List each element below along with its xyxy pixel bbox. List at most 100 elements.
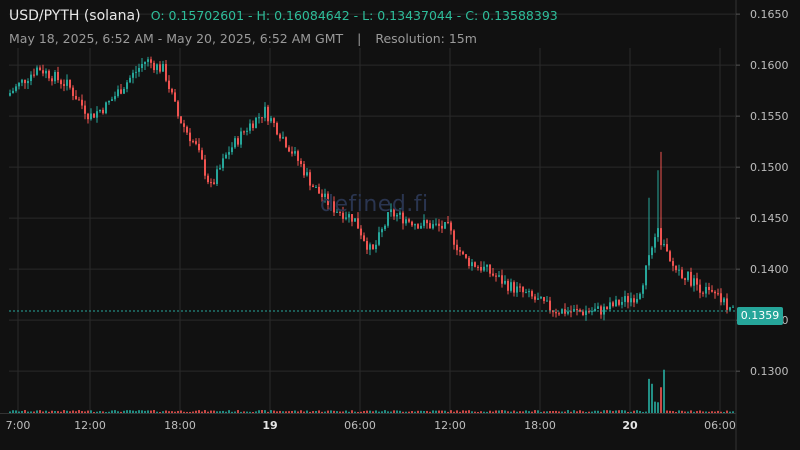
volume-bar <box>471 411 473 413</box>
volume-bar <box>156 411 158 413</box>
x-tick-label: 12:00 <box>74 419 106 432</box>
candle-body <box>699 284 701 293</box>
x-tick-label: 18:00 <box>524 419 556 432</box>
volume-bar <box>408 411 410 413</box>
volume-bar <box>78 410 80 413</box>
candle-body <box>189 132 191 142</box>
volume-bar <box>366 410 368 413</box>
candle-body <box>666 244 668 252</box>
candle-body <box>600 306 602 315</box>
volume-bar <box>51 410 53 413</box>
candle-body <box>288 147 290 152</box>
candle-body <box>33 74 35 76</box>
candle-body <box>471 262 473 267</box>
candle-body <box>465 254 467 258</box>
volume-bar <box>414 411 416 413</box>
candle-body <box>120 89 122 94</box>
candle-body <box>75 95 77 100</box>
volume-bar <box>711 411 713 413</box>
candle-body <box>630 298 632 303</box>
volume-bar <box>369 410 371 413</box>
volume-bar <box>378 411 380 413</box>
candle-body <box>18 82 20 87</box>
candle-body <box>681 269 683 279</box>
candle-body <box>393 209 395 217</box>
volume-bar <box>33 411 35 413</box>
candle-body <box>99 109 101 112</box>
volume-bar <box>216 411 218 413</box>
candle-body <box>660 228 662 246</box>
volume-bar <box>411 411 413 413</box>
candle-body <box>315 186 317 188</box>
candle-body <box>183 123 185 127</box>
volume-bar <box>603 410 605 413</box>
candle-body <box>549 300 551 311</box>
candle-body <box>474 262 476 267</box>
candle-body <box>135 71 137 73</box>
candle-body <box>555 312 557 314</box>
candle-body <box>723 298 725 303</box>
volume-bar <box>30 411 32 413</box>
candle-body <box>372 244 374 250</box>
candle-body <box>594 308 596 312</box>
candle-body <box>693 278 695 286</box>
candle-body <box>534 296 536 300</box>
candle-body <box>246 130 248 132</box>
volume-bar <box>261 410 263 413</box>
volume-bar <box>42 411 44 413</box>
volume-bar <box>729 411 731 413</box>
candle-body <box>207 175 209 183</box>
candle-body <box>729 307 731 310</box>
y-tick-label: 0.1650 <box>750 8 789 21</box>
candle-body <box>576 309 578 311</box>
candle-body <box>732 306 734 308</box>
volume-bar <box>396 410 398 413</box>
resolution: Resolution: 15m <box>375 31 477 46</box>
candle-body <box>132 72 134 78</box>
candle-body <box>177 101 179 117</box>
volume-bar <box>702 411 704 413</box>
candle-body <box>192 141 194 143</box>
candle-body <box>306 172 308 176</box>
candle-body <box>267 106 269 122</box>
candle-body <box>210 182 212 184</box>
y-tick-label: 0.1300 <box>750 365 789 378</box>
volume-bar <box>234 411 236 413</box>
candle-body <box>378 232 380 245</box>
candle-body <box>129 77 131 83</box>
volume-bar <box>567 410 569 413</box>
volume-bar <box>333 410 335 413</box>
candle-body <box>720 293 722 303</box>
volume-bar <box>633 410 635 413</box>
y-tick-label: 0.1500 <box>750 161 789 174</box>
volume-bar <box>390 411 392 413</box>
candle-body <box>108 100 110 103</box>
volume-bar <box>210 410 212 413</box>
volume-bar <box>222 410 224 413</box>
volume-bar <box>489 410 491 413</box>
candle-body <box>588 311 590 313</box>
candle-body <box>498 275 500 277</box>
volume-bar <box>318 410 320 413</box>
volume-bar <box>690 410 692 413</box>
candle-body <box>87 113 89 120</box>
candle-body <box>390 209 392 213</box>
x-tick-label: 12:00 <box>434 419 466 432</box>
volume-bar <box>279 410 281 413</box>
pair-name: USD/PYTH (solana) <box>9 8 141 24</box>
candle-body <box>435 223 437 225</box>
candle-body <box>174 92 176 102</box>
volume-bar <box>204 410 206 413</box>
volume-bar <box>105 411 107 413</box>
volume-bar <box>474 411 476 413</box>
candle-body <box>495 275 497 277</box>
volume-bar <box>468 410 470 413</box>
candle-body <box>381 229 383 233</box>
time-axis[interactable]: 7:00 12:00 18:00 19 06:00 12:00 18:00 20 06:00 <box>6 419 736 432</box>
volume-bar <box>99 411 101 413</box>
candle-body <box>138 67 140 72</box>
volume-bar <box>678 410 680 413</box>
volume-bar <box>417 410 419 413</box>
volume-bar <box>462 410 464 413</box>
